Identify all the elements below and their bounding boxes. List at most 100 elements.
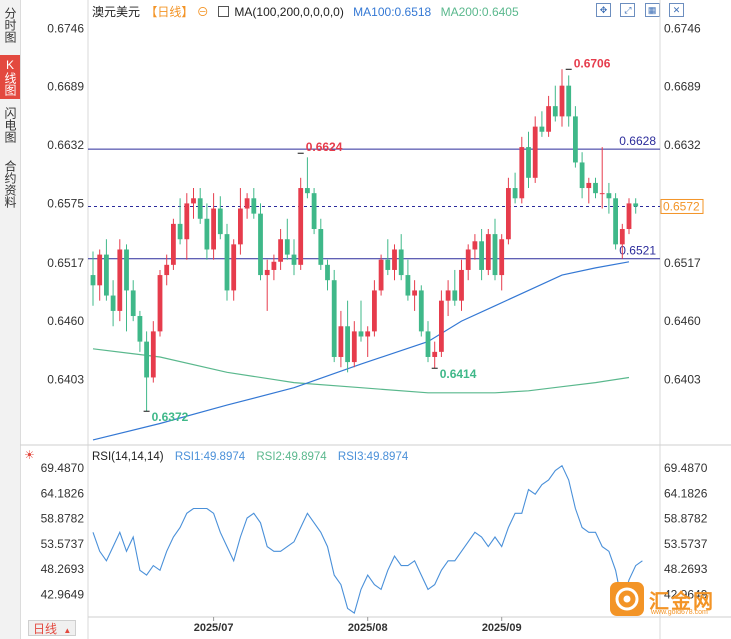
- sidebar: 分时图 K线图 闪电图 合约资料: [0, 0, 21, 639]
- candle-body: [177, 223, 183, 240]
- candle-body: [124, 249, 129, 291]
- rsi-y-tick-right: 58.8782: [664, 512, 708, 526]
- rsi-y-tick-right: 53.5737: [664, 537, 708, 551]
- last-price-label: 0.6572: [663, 199, 700, 213]
- grid-icon[interactable]: ▦: [644, 3, 660, 17]
- candle-body: [512, 188, 518, 199]
- y-tick-right: 0.6517: [664, 256, 701, 270]
- y-tick-right: 0.6403: [664, 373, 701, 387]
- ma100-line: [92, 261, 630, 441]
- rsi1-value: RSI1:49.8974: [174, 451, 246, 463]
- candle-body: [298, 188, 304, 265]
- ma200-line: [92, 348, 630, 394]
- candle-body: [378, 259, 384, 291]
- move-icon[interactable]: ✥: [596, 3, 611, 17]
- period-toggle-icon[interactable]: ⊖: [196, 5, 209, 19]
- tab-contract-info[interactable]: 合约资料: [3, 160, 17, 208]
- indicator-icon[interactable]: [218, 6, 230, 17]
- rsi3-value: RSI3:49.8974: [337, 451, 409, 463]
- candle-body: [117, 249, 123, 311]
- candle-body: [532, 126, 538, 178]
- y-tick-left: 0.6517: [47, 256, 84, 270]
- main-legend: 澳元美元 【日线】 ⊖ MA(100,200,0,0,0,0) MA100:0.…: [92, 3, 525, 20]
- candle-body: [499, 239, 505, 276]
- candle-body: [171, 223, 176, 265]
- candle-body: [217, 208, 223, 235]
- chevron-up-icon: ▲: [63, 626, 72, 635]
- ma100-value: MA100:0.6518: [353, 5, 432, 19]
- y-tick-right: 0.6632: [664, 138, 701, 152]
- x-tick-label: 2025/07: [194, 622, 234, 634]
- x-tick-label: 2025/09: [482, 622, 522, 634]
- extreme-price-label: 0.6414: [440, 367, 477, 381]
- candle-body: [559, 85, 565, 117]
- candle-body: [492, 234, 498, 276]
- candle-body: [606, 193, 612, 199]
- candle-body: [157, 275, 163, 332]
- period-tag: 【日线】: [145, 5, 194, 19]
- candle-body: [365, 331, 371, 337]
- candle-body: [418, 290, 424, 332]
- candle-body: [358, 331, 364, 337]
- tab-kline-chart[interactable]: K线图: [0, 55, 20, 99]
- symbol-name: 澳元美元: [92, 5, 141, 19]
- candle-body: [619, 229, 625, 245]
- rsi-settings-icon[interactable]: ☀: [24, 448, 35, 462]
- candle-body: [104, 254, 109, 296]
- candle-body: [278, 239, 283, 262]
- candle-body: [264, 269, 270, 276]
- candle-body: [251, 198, 257, 214]
- candle-body: [211, 208, 216, 250]
- candle-body: [633, 203, 639, 207]
- candle-body: [412, 290, 417, 296]
- candle-body: [573, 116, 578, 163]
- candle-body: [405, 275, 411, 296]
- candle-body: [351, 331, 357, 363]
- candle-body: [539, 126, 545, 132]
- period-select[interactable]: 日线 ▲: [28, 620, 76, 636]
- candle-body: [398, 249, 404, 276]
- rsi-y-tick-right: 69.4870: [664, 461, 708, 475]
- candle-body: [164, 264, 170, 276]
- candle-body: [392, 249, 397, 270]
- candle-body: [526, 147, 531, 178]
- candle-body: [613, 198, 618, 245]
- candle-body: [291, 254, 297, 265]
- candle-body: [137, 316, 143, 342]
- tab-flash-chart[interactable]: 闪电图: [3, 107, 17, 143]
- candle-body: [472, 241, 478, 250]
- rsi-y-tick-right: 64.1826: [664, 486, 708, 500]
- rsi-y-tick-right: 48.2693: [664, 562, 708, 576]
- candle-body: [144, 341, 149, 378]
- close-icon[interactable]: ✕: [669, 3, 685, 17]
- candle-body: [506, 188, 511, 240]
- tab-time-chart[interactable]: 分时图: [3, 7, 17, 43]
- y-tick-right: 0.6689: [664, 80, 701, 94]
- chart-toolbar: ✥ ⤢ ▦ ✕: [596, 2, 690, 17]
- candle-body: [150, 331, 156, 378]
- last-price-box: [660, 198, 704, 214]
- candle-body: [197, 198, 203, 219]
- candle-body: [599, 193, 605, 195]
- candle-body: [626, 203, 632, 229]
- candle-body: [191, 198, 196, 204]
- candle-body: [244, 198, 250, 209]
- zoom-icon[interactable]: ⤢: [620, 3, 636, 17]
- rsi-title: RSI(14,14,14): [92, 451, 164, 463]
- candle-body: [586, 182, 592, 189]
- y-tick-right: 0.6746: [664, 21, 701, 35]
- candle-body: [305, 188, 310, 194]
- candle-body: [318, 229, 324, 265]
- extreme-price-label: 0.6706: [574, 56, 611, 70]
- candle-body: [519, 147, 525, 199]
- candle-body: [566, 85, 572, 117]
- rsi-legend: RSI(14,14,14) RSI1:49.8974 RSI2:49.8974 …: [92, 451, 416, 463]
- candle-body: [439, 300, 444, 352]
- candle-body: [459, 269, 464, 301]
- candle-body: [90, 275, 96, 286]
- candle-body: [445, 290, 451, 301]
- rsi-y-tick-left: 58.8782: [41, 512, 85, 526]
- candle-body: [345, 326, 350, 363]
- candle-body: [258, 213, 263, 276]
